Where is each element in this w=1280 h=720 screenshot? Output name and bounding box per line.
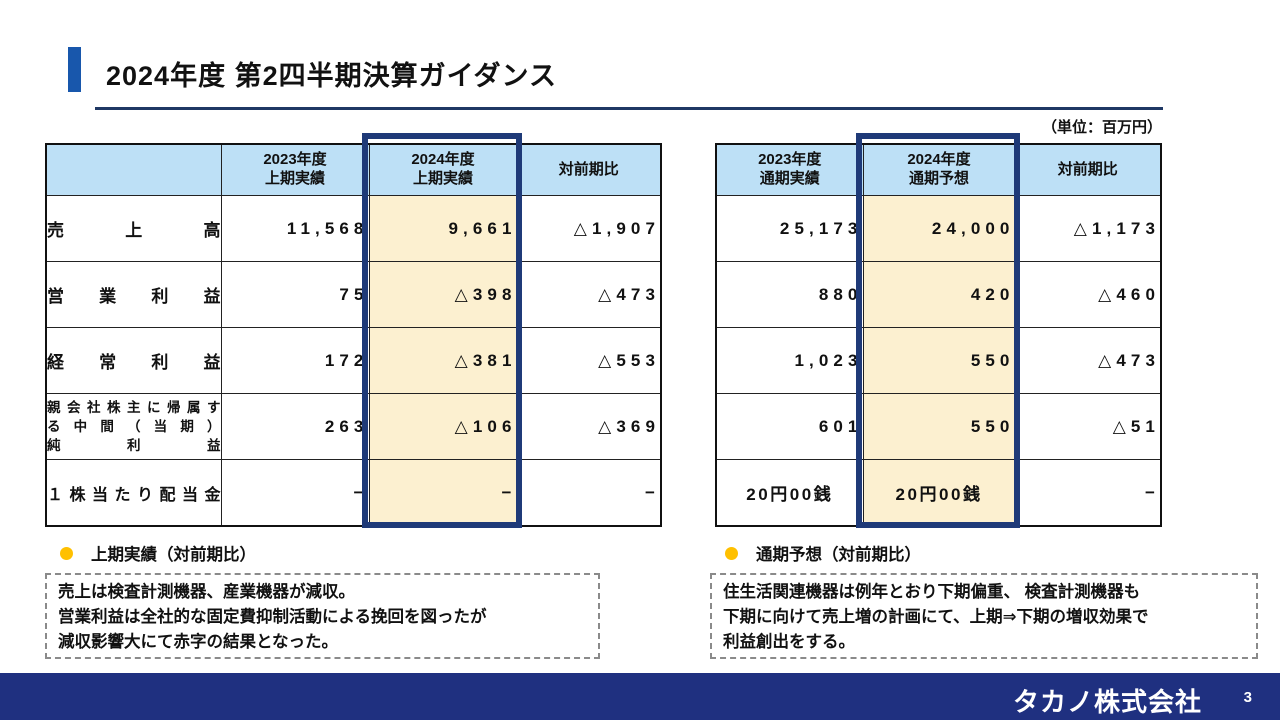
note-line: 利益創出をする。 [723,633,855,651]
title-underline [95,107,1163,110]
row-label-net-income-line3: 純利益 [47,438,221,453]
table-row-operating-income-fy: 880 420 △460 [715,261,1162,328]
note-line: 減収影響大にて赤字の結果となった。 [58,633,339,651]
value-cell: 25,173 [715,195,864,262]
value-cell: 20円00銭 [715,459,864,527]
h1-header-2023: 2023年度 上期実績 [220,143,370,196]
fy-header-diff: 対前期比 [1014,143,1162,196]
fy-header-2024: 2024年度 通期予想 [862,143,1016,196]
fy-note-box: 住生活関連機器は例年とおり下期偏重、 検査計測機器も 下期に向けて売上増の計画に… [710,573,1258,659]
value-cell-highlight: △381 [368,327,518,394]
value-cell: △369 [516,393,662,460]
footer-bar [0,673,1280,720]
table-row-ordinary-income-fy: 1,023 550 △473 [715,327,1162,394]
row-label-net-income-line1: 親会社株主に帰属す [47,400,221,415]
value-cell: 880 [715,261,864,328]
bullet-icon [60,546,73,560]
table-row-dividend: １株当たり配当金 − − − [45,459,662,527]
value-cell: △473 [516,261,662,328]
value-cell-highlight: − [368,459,518,527]
fullyear-table: 2023年度 通期実績 2024年度 通期予想 対前期比 25,173 24,0… [715,133,1162,528]
value-cell: △1,173 [1014,195,1162,262]
page-number: 3 [1243,689,1252,706]
note-line: 住生活関連機器は例年とおり下期偏重、 検査計測機器も [723,583,1141,601]
h1-note-box: 売上は検査計測機器、産業機器が減収。 営業利益は全社的な固定費抑制活動による挽回… [45,573,600,659]
h1-note-title: 上期実績（対前期比） [91,546,256,564]
value-cell: − [220,459,370,527]
row-label-operating-income: 営業利益 [47,287,221,306]
table-row-ordinary-income: 経常利益 172 △381 △553 [45,327,662,394]
value-cell: △51 [1014,393,1162,460]
value-cell-highlight: △398 [368,261,518,328]
value-cell-highlight: △106 [368,393,518,460]
value-cell: − [516,459,662,527]
table-row-operating-income: 営業利益 75 △398 △473 [45,261,662,328]
value-cell: △553 [516,327,662,394]
table-row-sales: 売上高 11,568 9,661 △1,907 [45,195,662,262]
table-row-net-income-fy: 601 550 △51 [715,393,1162,460]
value-cell: 75 [220,261,370,328]
bullet-icon [725,546,738,560]
value-cell: △460 [1014,261,1162,328]
value-cell: 172 [220,327,370,394]
h1-header-empty [45,143,222,196]
row-label-dividend: １株当たり配当金 [47,486,221,504]
row-label-net-income-line2: る中間（当期） [47,419,221,434]
value-cell: − [1014,459,1162,527]
h1-results-table: 2023年度 上期実績 2024年度 上期実績 対前期比 売上高 11,568 … [45,133,662,528]
table-row-sales-fy: 25,173 24,000 △1,173 [715,195,1162,262]
page-title: 2024年度 第2四半期決算ガイダンス [106,61,557,91]
row-label-sales: 売上高 [47,221,221,240]
fy-note-title: 通期予想（対前期比） [756,546,921,564]
h1-header-diff: 対前期比 [516,143,662,196]
h1-header-2024: 2024年度 上期実績 [368,143,518,196]
note-line: 売上は検査計測機器、産業機器が減収。 [58,583,355,601]
value-cell: 601 [715,393,864,460]
unit-label: （単位：百万円） [1041,119,1162,136]
value-cell: 1,023 [715,327,864,394]
note-line: 下期に向けて売上増の計画にて、上期⇒下期の増収効果で [723,608,1149,626]
value-cell: 11,568 [220,195,370,262]
fy-note-title-row: 通期予想（対前期比） [725,541,921,565]
value-cell-highlight: 550 [862,393,1016,460]
value-cell: △473 [1014,327,1162,394]
value-cell-highlight: 20円00銭 [862,459,1016,527]
value-cell: 263 [220,393,370,460]
fy-header-2023: 2023年度 通期実績 [715,143,864,196]
table-row-net-income: 親会社株主に帰属す る中間（当期） 純利益 263 △106 △369 [45,393,662,460]
value-cell-highlight: 550 [862,327,1016,394]
table-row-dividend-fy: 20円00銭 20円00銭 − [715,459,1162,527]
h1-note-title-row: 上期実績（対前期比） [60,541,256,565]
value-cell-highlight: 24,000 [862,195,1016,262]
value-cell-highlight: 420 [862,261,1016,328]
value-cell-highlight: 9,661 [368,195,518,262]
company-logo: タカノ株式会社 [1012,687,1202,717]
note-line: 営業利益は全社的な固定費抑制活動による挽回を図ったが [58,608,487,626]
value-cell: △1,907 [516,195,662,262]
row-label-ordinary-income: 経常利益 [47,353,221,372]
title-accent-bar [68,47,81,92]
